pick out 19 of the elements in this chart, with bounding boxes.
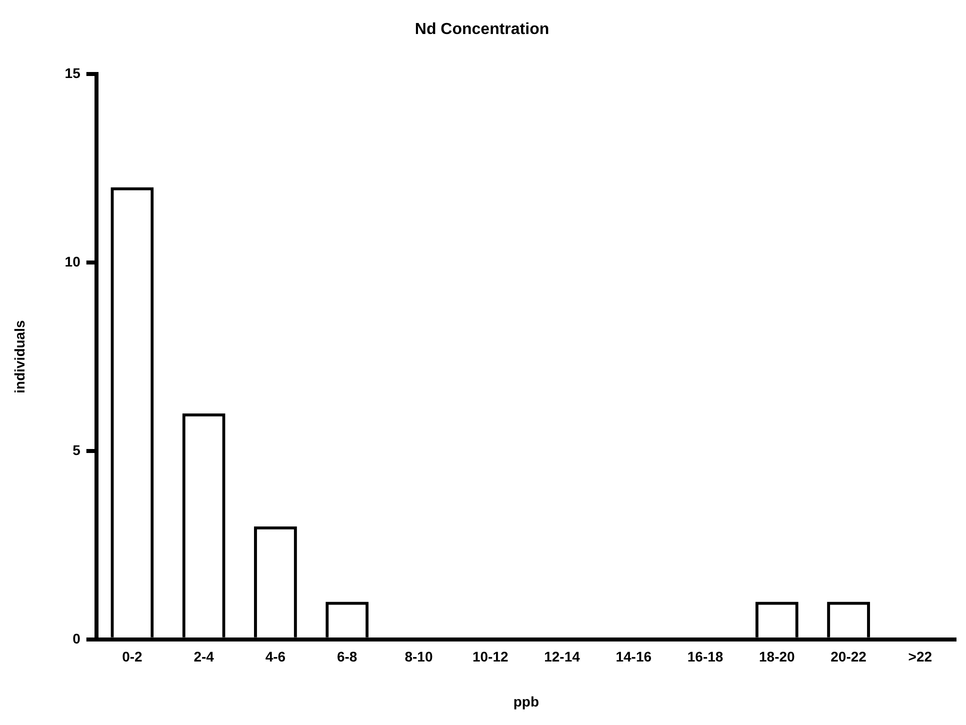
x-tick-label: >22 [908, 648, 932, 665]
x-tick-label: 8-10 [404, 648, 433, 665]
x-tick-label: 20-22 [830, 648, 867, 665]
x-axis-title: ppb [513, 693, 540, 710]
x-tick-label: 10-12 [472, 648, 508, 665]
x-tick-label: 2-4 [194, 648, 214, 665]
chart-title: Nd Concentration [414, 21, 550, 38]
y-tick-label: 5 [72, 442, 81, 458]
y-tick-label: 10 [64, 253, 81, 270]
x-tick-label: 18-20 [759, 648, 796, 665]
x-tick-label: 0-2 [122, 648, 143, 665]
x-tick-label: 6-8 [336, 648, 358, 665]
x-tick-label: 4-6 [265, 648, 286, 665]
x-tick-label: 14-16 [616, 648, 652, 665]
x-tick-label: 16-18 [687, 648, 724, 665]
x-tick-label: 12-14 [544, 648, 580, 665]
y-axis-title: individuals [11, 320, 28, 394]
y-tick-label: 0 [72, 630, 81, 646]
y-tick-label: 15 [64, 65, 81, 82]
